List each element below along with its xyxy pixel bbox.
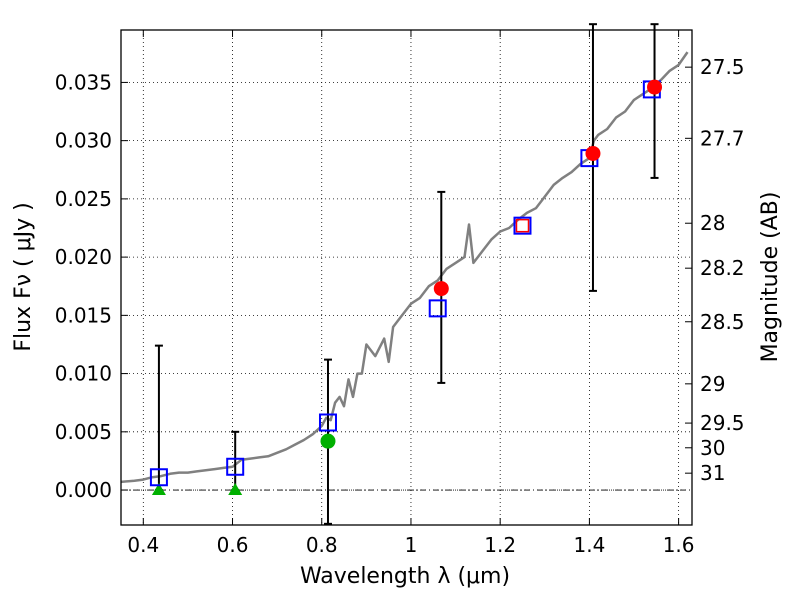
magnitude-tick-label: 31 bbox=[700, 461, 725, 485]
x-tick-label: 0.4 bbox=[127, 533, 159, 557]
y-tick-label: 0.035 bbox=[55, 70, 112, 94]
marginal-detection-point bbox=[320, 433, 336, 449]
model-photometry-square bbox=[226, 457, 245, 476]
ticks: 0.4 0.6 0.8 1 1.2 1.4 1.6 0.000 0.005 0.010 0.015 0… bbox=[55, 30, 745, 557]
y-tick-label: 0.015 bbox=[55, 303, 112, 327]
model-photometry-square bbox=[318, 413, 337, 432]
y-tick-label: 0.000 bbox=[55, 478, 112, 502]
y-tick-label: 0.020 bbox=[55, 245, 112, 269]
y-tick-label: 0.010 bbox=[55, 362, 112, 386]
y-tick-label: 0.005 bbox=[55, 420, 112, 444]
model-spectrum-line bbox=[120, 51, 689, 484]
x-axis-label: Wavelength λ (μm) bbox=[300, 564, 510, 589]
magnitude-tick-label: 28.5 bbox=[700, 310, 745, 334]
detection-point bbox=[433, 281, 449, 297]
model-photometry-square bbox=[428, 299, 447, 318]
x-tick-label: 1.6 bbox=[663, 533, 695, 557]
magnitude-tick-label: 28.2 bbox=[700, 256, 745, 280]
magnitude-tick-label: 30 bbox=[700, 436, 725, 460]
x-tick-label: 0.6 bbox=[217, 533, 249, 557]
x-tick-label: 1.2 bbox=[484, 533, 516, 557]
x-tick-label: 0.8 bbox=[306, 533, 338, 557]
detection-point bbox=[647, 79, 663, 95]
grid bbox=[121, 30, 692, 525]
y-axis-label-right: Magnitude (AB) bbox=[758, 192, 783, 363]
magnitude-tick-label: 28 bbox=[700, 211, 725, 235]
upper-limit-triangle bbox=[151, 483, 166, 496]
errorbars bbox=[154, 23, 659, 525]
magnitude-tick-label: 27.5 bbox=[700, 55, 745, 79]
x-tick-label: 1.4 bbox=[573, 533, 605, 557]
upper-limit-triangle bbox=[228, 483, 243, 496]
plot-frame bbox=[120, 29, 693, 526]
model-photometry-square bbox=[149, 468, 168, 487]
detection-point bbox=[585, 145, 601, 161]
photometry-markers bbox=[149, 79, 663, 496]
magnitude-tick-label: 27.7 bbox=[700, 126, 745, 150]
y-axis-label-left: Flux Fν ( μJy ) bbox=[11, 202, 36, 351]
y-tick-label: 0.030 bbox=[55, 129, 112, 153]
model-spectrum bbox=[120, 51, 689, 484]
x-tick-label: 1 bbox=[405, 533, 418, 557]
magnitude-tick-label: 29 bbox=[700, 372, 725, 396]
model-photometry-square-inner bbox=[515, 218, 530, 233]
magnitude-tick-label: 29.5 bbox=[700, 411, 745, 435]
model-photometry-square bbox=[513, 216, 532, 235]
y-tick-label: 0.025 bbox=[55, 187, 112, 211]
